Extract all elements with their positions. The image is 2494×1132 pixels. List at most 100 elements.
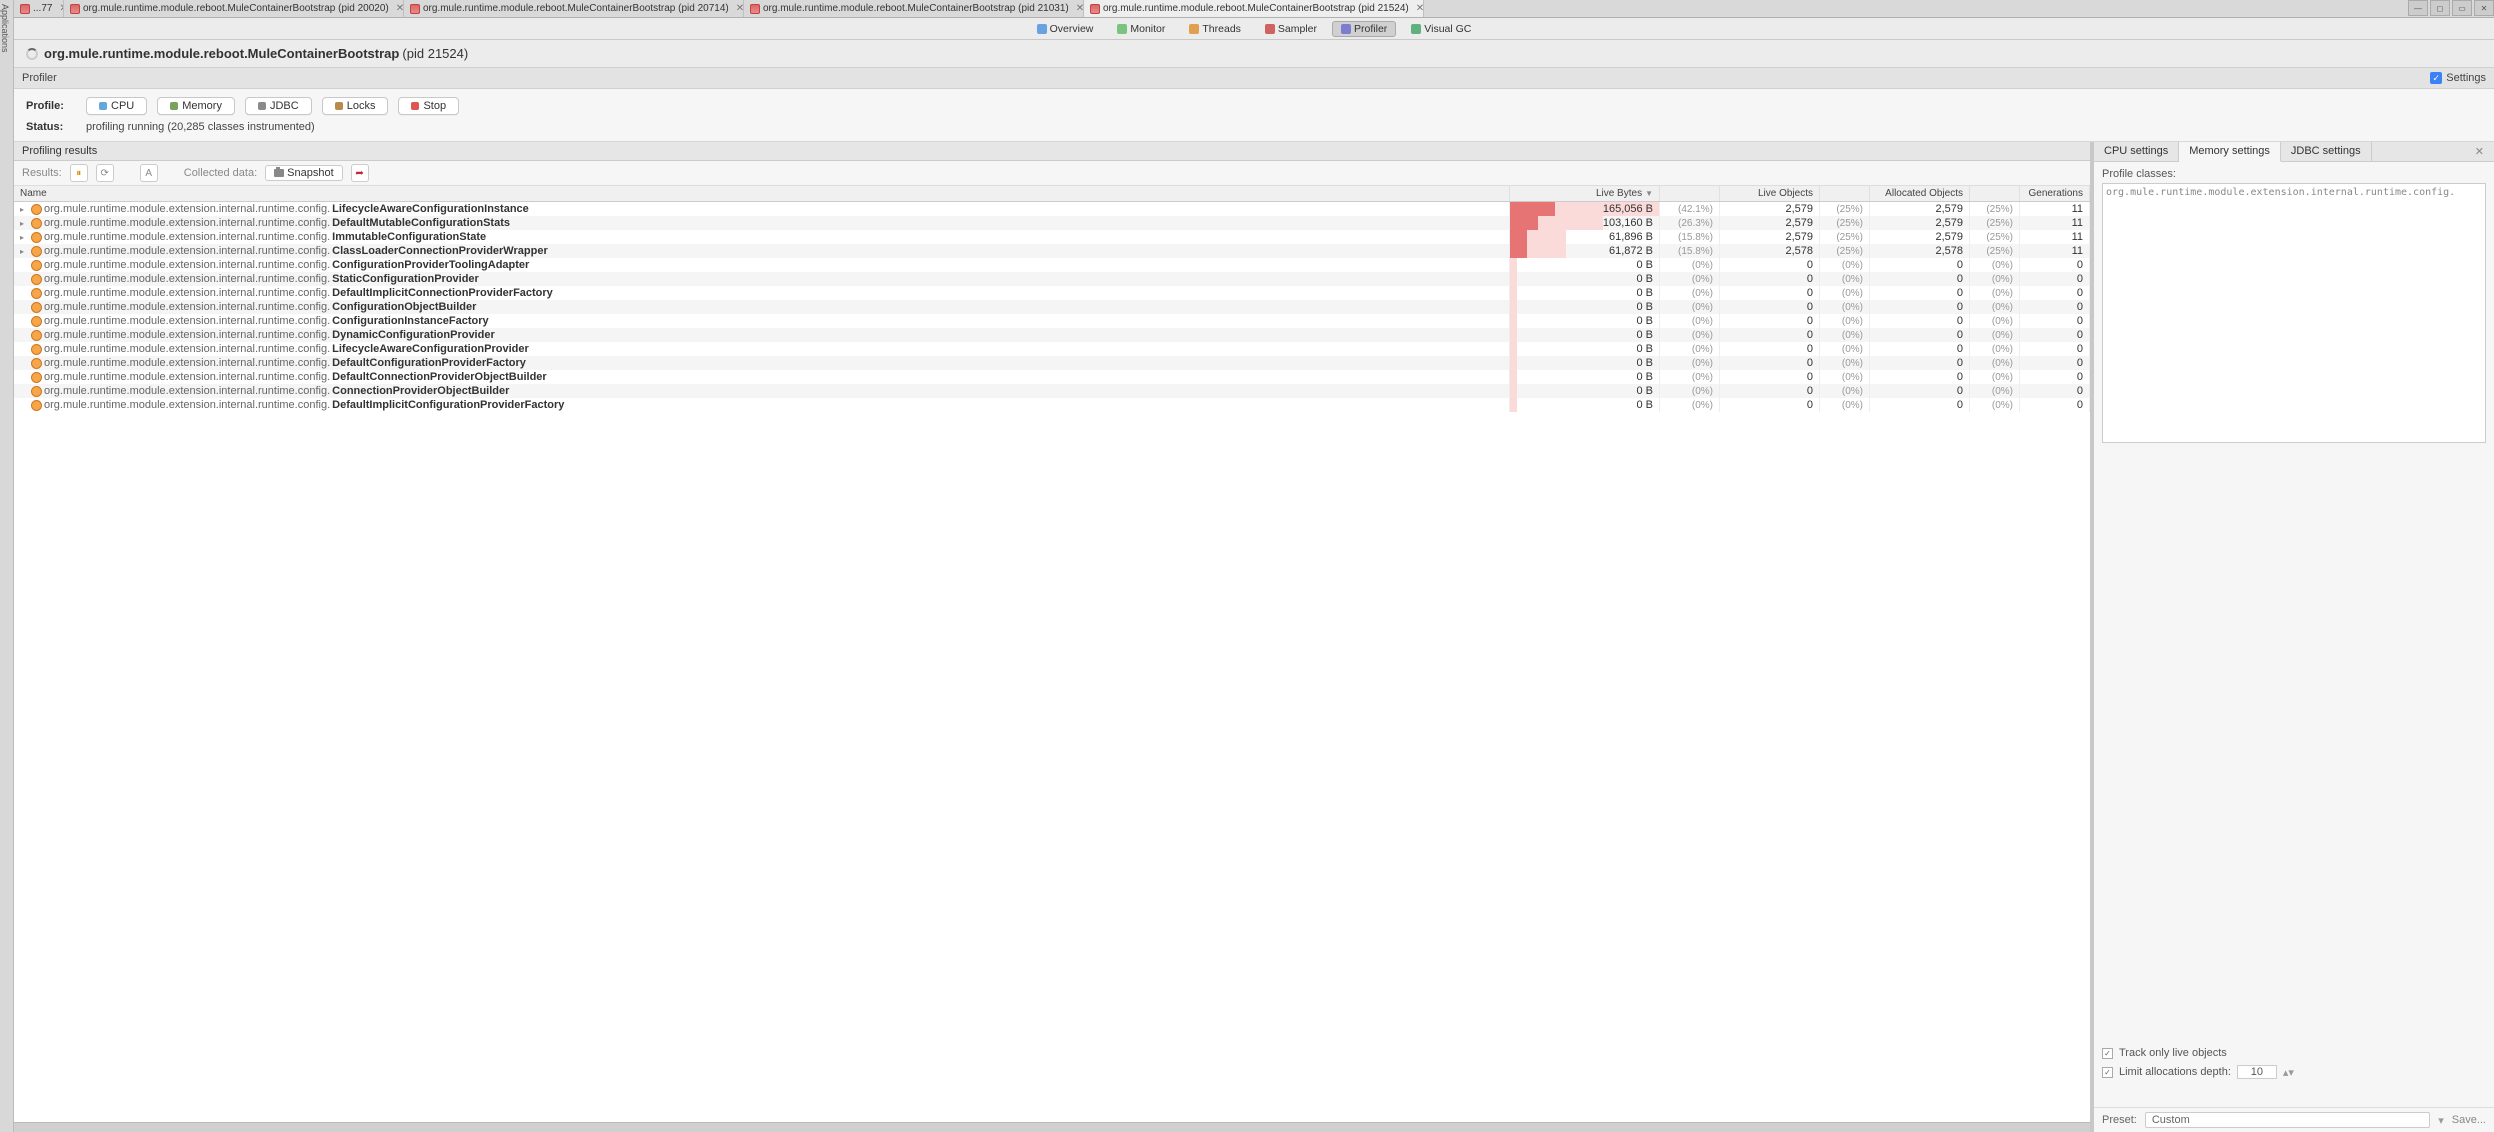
settings-tab-jdbc-settings[interactable]: JDBC settings <box>2281 142 2372 161</box>
preset-select[interactable]: Custom <box>2145 1112 2430 1128</box>
track-live-label: Track only live objects <box>2119 1047 2227 1059</box>
preset-dropdown-icon[interactable]: ▾ <box>2438 1114 2444 1127</box>
save-button[interactable]: Save... <box>2452 1114 2486 1126</box>
col-live-objects-pct[interactable] <box>1820 186 1870 202</box>
refresh-icon[interactable]: ⟳ <box>96 164 114 182</box>
limit-depth-checkbox[interactable]: ✓ <box>2102 1067 2113 1078</box>
profile-classes-textarea[interactable]: org.mule.runtime.module.extension.intern… <box>2102 183 2486 443</box>
class-icon <box>31 302 42 313</box>
view-visual-gc[interactable]: Visual GC <box>1402 21 1480 37</box>
sort-desc-icon: ▼ <box>1645 189 1653 198</box>
class-icon <box>31 288 42 299</box>
results-table-scroll[interactable]: Name Live Bytes▼ Live Objects Allocated … <box>14 186 2090 1122</box>
col-alloc-objects-pct[interactable] <box>1970 186 2020 202</box>
track-live-checkbox[interactable]: ✓ <box>2102 1048 2113 1059</box>
close-settings-icon[interactable]: ✕ <box>2465 142 2494 161</box>
settings-toggle-check-icon[interactable]: ✓ <box>2430 72 2442 84</box>
settings-panel: CPU settingsMemory settingsJDBC settings… <box>2094 142 2494 1132</box>
col-live-bytes[interactable]: Live Bytes▼ <box>1510 186 1660 202</box>
class-icon <box>31 386 42 397</box>
table-row[interactable]: org.mule.runtime.module.extension.intern… <box>14 370 2090 384</box>
view-icon <box>1189 24 1199 34</box>
pause-icon[interactable]: ⏸ <box>70 164 88 182</box>
table-row[interactable]: org.mule.runtime.module.extension.intern… <box>14 286 2090 300</box>
settings-tab-memory-settings[interactable]: Memory settings <box>2179 142 2281 162</box>
table-row[interactable]: ▸ org.mule.runtime.module.extension.inte… <box>14 202 2090 217</box>
expand-icon[interactable]: ▸ <box>20 247 29 256</box>
class-icon <box>31 316 42 327</box>
expand-icon[interactable]: ▸ <box>20 219 29 228</box>
col-live-bytes-pct[interactable] <box>1660 186 1720 202</box>
col-live-objects[interactable]: Live Objects <box>1720 186 1820 202</box>
close-tab-icon[interactable]: ✕ <box>1076 3 1084 14</box>
view-monitor[interactable]: Monitor <box>1108 21 1174 37</box>
col-alloc-objects[interactable]: Allocated Objects <box>1870 186 1970 202</box>
button-icon <box>99 102 107 110</box>
class-icon <box>31 274 42 285</box>
jdbc-button[interactable]: JDBC <box>245 97 312 115</box>
table-row[interactable]: org.mule.runtime.module.extension.intern… <box>14 258 2090 272</box>
page-title-row: org.mule.runtime.module.reboot.MuleConta… <box>14 40 2494 67</box>
view-profiler[interactable]: Profiler <box>1332 21 1396 37</box>
win-max-icon[interactable]: ◻ <box>2430 0 2450 16</box>
limit-depth-label: Limit allocations depth: <box>2119 1066 2231 1078</box>
win-min-icon[interactable]: — <box>2408 0 2428 16</box>
class-icon <box>31 232 42 243</box>
win-close-icon[interactable]: ✕ <box>2474 0 2494 16</box>
class-icon <box>31 400 42 411</box>
table-row[interactable]: org.mule.runtime.module.extension.intern… <box>14 342 2090 356</box>
table-row[interactable]: org.mule.runtime.module.extension.intern… <box>14 300 2090 314</box>
settings-tabs: CPU settingsMemory settingsJDBC settings… <box>2094 142 2494 162</box>
stepper-icon[interactable]: ▴▾ <box>2283 1066 2294 1079</box>
document-tab[interactable]: org.mule.runtime.module.reboot.MuleConta… <box>744 0 1084 17</box>
limit-depth-input[interactable] <box>2237 1065 2277 1079</box>
view-mode-icon[interactable]: A <box>140 164 158 182</box>
close-tab-icon[interactable]: ✕ <box>736 3 744 14</box>
locks-button[interactable]: Locks <box>322 97 389 115</box>
memory-button[interactable]: Memory <box>157 97 235 115</box>
document-tab[interactable]: ...77✕ <box>14 0 64 17</box>
table-row[interactable]: org.mule.runtime.module.extension.intern… <box>14 314 2090 328</box>
class-icon <box>31 344 42 355</box>
col-name[interactable]: Name <box>14 186 1510 202</box>
export-icon[interactable]: ➦ <box>351 164 369 182</box>
view-threads[interactable]: Threads <box>1180 21 1250 37</box>
close-tab-icon[interactable]: ✕ <box>396 3 404 14</box>
win-restore-icon[interactable]: ▭ <box>2452 0 2472 16</box>
col-generations[interactable]: Generations <box>2020 186 2090 202</box>
page-title-pid: (pid 21524) <box>402 46 468 61</box>
table-row[interactable]: org.mule.runtime.module.extension.intern… <box>14 272 2090 286</box>
expand-icon[interactable]: ▸ <box>20 205 29 214</box>
view-overview[interactable]: Overview <box>1028 21 1103 37</box>
applications-rail[interactable]: Applications <box>0 0 14 1132</box>
settings-toggle-label[interactable]: Settings <box>2446 72 2486 84</box>
document-tab[interactable]: org.mule.runtime.module.reboot.MuleConta… <box>1084 0 1424 17</box>
cpu-button[interactable]: CPU <box>86 97 147 115</box>
view-sampler[interactable]: Sampler <box>1256 21 1326 37</box>
table-row[interactable]: ▸ org.mule.runtime.module.extension.inte… <box>14 244 2090 258</box>
settings-tab-cpu-settings[interactable]: CPU settings <box>2094 142 2179 161</box>
window-controls: — ◻ ▭ ✕ <box>2406 0 2494 17</box>
profile-label: Profile: <box>26 100 72 112</box>
table-row[interactable]: org.mule.runtime.module.extension.intern… <box>14 384 2090 398</box>
results-label: Results: <box>22 167 62 179</box>
view-icon <box>1117 24 1127 34</box>
results-toolbar: Results: ⏸ ⟳ A Collected data: Snapshot … <box>14 161 2090 186</box>
table-row[interactable]: org.mule.runtime.module.extension.intern… <box>14 398 2090 412</box>
expand-icon[interactable]: ▸ <box>20 233 29 242</box>
document-tab[interactable]: org.mule.runtime.module.reboot.MuleConta… <box>64 0 404 17</box>
table-row[interactable]: org.mule.runtime.module.extension.intern… <box>14 328 2090 342</box>
document-tab[interactable]: org.mule.runtime.module.reboot.MuleConta… <box>404 0 744 17</box>
horizontal-scrollbar[interactable] <box>14 1122 2090 1132</box>
camera-icon <box>274 169 284 177</box>
collected-label: Collected data: <box>184 167 257 179</box>
table-row[interactable]: ▸ org.mule.runtime.module.extension.inte… <box>14 230 2090 244</box>
stop-button[interactable]: Stop <box>398 97 459 115</box>
view-toolbar: Overview Monitor Threads Sampler Profiler Vis… <box>14 18 2494 40</box>
close-tab-icon[interactable]: ✕ <box>1416 3 1424 14</box>
snapshot-button[interactable]: Snapshot <box>265 165 342 181</box>
subheader-title: Profiler <box>22 72 57 84</box>
button-icon <box>335 102 343 110</box>
table-row[interactable]: ▸ org.mule.runtime.module.extension.inte… <box>14 216 2090 230</box>
table-row[interactable]: org.mule.runtime.module.extension.intern… <box>14 356 2090 370</box>
